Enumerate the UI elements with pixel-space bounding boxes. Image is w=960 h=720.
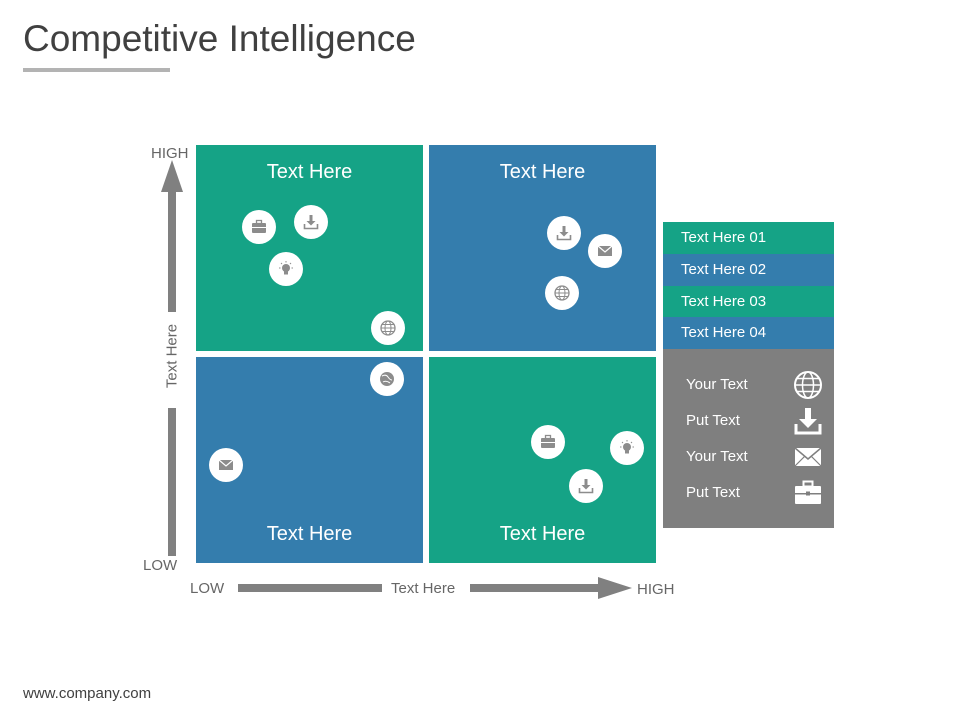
legend-item-02: Text Here 02 bbox=[663, 254, 834, 286]
quadrant-title: Text Here bbox=[266, 523, 353, 545]
x-axis-high-label: HIGH bbox=[637, 581, 675, 598]
envelope-icon bbox=[588, 234, 622, 268]
y-axis-title: Text Here bbox=[163, 323, 181, 389]
y-axis-low-label: LOW bbox=[143, 557, 178, 574]
x-axis-title: Text Here bbox=[391, 580, 456, 597]
lightbulb-icon bbox=[269, 252, 303, 286]
briefcase-icon bbox=[242, 210, 276, 244]
legend-item-03: Text Here 03 bbox=[663, 286, 834, 318]
quadrant-top-right: Text Here bbox=[429, 145, 656, 351]
y-axis-arrow bbox=[161, 160, 183, 556]
x-axis-arrow bbox=[238, 577, 632, 599]
quadrant-title: Text Here bbox=[499, 523, 586, 545]
footer-url: www.company.com bbox=[23, 685, 152, 702]
globe-icon bbox=[371, 311, 405, 345]
quadrant-bottom-left: Text Here bbox=[196, 357, 423, 563]
quadrant-bottom-right: Text Here bbox=[429, 357, 656, 563]
icon-legend-panel: Your Text Put Text Your Text Put Text bbox=[663, 349, 834, 528]
page-title: Competitive Intelligence bbox=[23, 18, 416, 59]
panel-text: Your Text bbox=[686, 376, 748, 393]
briefcase-icon bbox=[531, 425, 565, 459]
quadrant-title: Text Here bbox=[499, 161, 586, 183]
y-axis-high-label: HIGH bbox=[151, 145, 189, 162]
title-underline bbox=[23, 68, 170, 72]
legend-item-01: Text Here 01 bbox=[663, 222, 834, 254]
quadrant-title: Text Here bbox=[266, 161, 353, 183]
download-icon bbox=[569, 469, 603, 503]
globe-icon bbox=[793, 370, 823, 400]
download-icon bbox=[294, 205, 328, 239]
panel-text: Put Text bbox=[686, 412, 740, 429]
briefcase-icon bbox=[793, 478, 823, 508]
panel-text: Your Text bbox=[686, 448, 748, 465]
lightbulb-icon bbox=[610, 431, 644, 465]
legend-item-04: Text Here 04 bbox=[663, 317, 834, 349]
panel-text: Put Text bbox=[686, 484, 740, 501]
envelope-icon bbox=[209, 448, 243, 482]
quadrant-top-left: Text Here bbox=[196, 145, 423, 351]
globe-icon bbox=[545, 276, 579, 310]
envelope-icon bbox=[793, 442, 823, 472]
globe-icon bbox=[370, 362, 404, 396]
download-icon bbox=[547, 216, 581, 250]
x-axis-low-label: LOW bbox=[190, 580, 225, 597]
download-icon bbox=[793, 406, 823, 436]
